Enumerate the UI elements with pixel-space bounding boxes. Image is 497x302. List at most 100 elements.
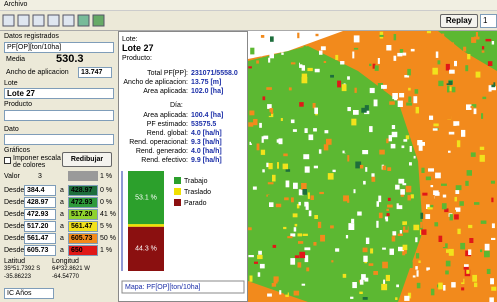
- map-cell: [332, 209, 338, 214]
- map-cell: [457, 126, 460, 130]
- map-cell: [319, 192, 324, 194]
- map-cell: [363, 297, 368, 300]
- dato-select[interactable]: [4, 134, 114, 145]
- map-cell: [376, 221, 378, 228]
- map-cell: [462, 60, 464, 66]
- map-cell: [291, 120, 295, 124]
- data-select[interactable]: PF[OP][ton/10ha]: [4, 42, 114, 53]
- map-cell: [313, 103, 316, 108]
- map-cell: [449, 132, 455, 135]
- redraw-button[interactable]: Redibujar: [62, 152, 112, 167]
- map-cell: [250, 276, 253, 282]
- map-cell: [382, 248, 386, 250]
- map-cell: [489, 297, 494, 302]
- icon[interactable]: [18, 15, 29, 26]
- map-cell: [490, 81, 494, 85]
- map-cell: [302, 284, 306, 286]
- map-cell: [293, 213, 298, 217]
- map-cell: [284, 290, 288, 295]
- range-to[interactable]: 605.73: [68, 233, 98, 244]
- icon[interactable]: [78, 15, 89, 26]
- range-from[interactable]: 384.4: [24, 185, 56, 196]
- map-cell: [348, 207, 353, 211]
- label: Latitud: [4, 258, 25, 265]
- map-cell: [309, 135, 314, 141]
- map-cell: [385, 155, 390, 159]
- map-cell: [268, 182, 274, 184]
- map-cell: [395, 185, 400, 190]
- range-to[interactable]: 650: [68, 245, 98, 256]
- map-cell: [482, 46, 484, 49]
- app-window: {"menu":{"file":"Archivo"}, "toolbar":{"…: [0, 0, 497, 302]
- icon[interactable]: [93, 15, 104, 26]
- replay-button[interactable]: Replay: [440, 14, 478, 28]
- label: Media: [6, 56, 25, 63]
- range-to[interactable]: 428.97: [68, 185, 98, 196]
- map-cell: [399, 201, 405, 205]
- map-cell: [268, 257, 271, 260]
- map-cell: [314, 166, 318, 169]
- range-to[interactable]: 561.47: [68, 221, 98, 232]
- step-field[interactable]: 1: [480, 14, 497, 28]
- map-cell: [413, 96, 417, 103]
- map-cell: [469, 238, 473, 243]
- map-cell: [477, 254, 483, 258]
- legend-label: Trabajo: [184, 178, 208, 185]
- map-cell: [481, 221, 487, 224]
- map-cell: [299, 202, 301, 206]
- label: a: [60, 247, 64, 254]
- map-cell: [398, 101, 403, 107]
- map-cell: [405, 225, 408, 230]
- map-cell: [333, 170, 336, 172]
- map-cell: [302, 189, 307, 195]
- map-cell: [468, 77, 471, 84]
- legend-swatch: [174, 199, 181, 206]
- map-cell: [491, 287, 496, 291]
- map-cell: [389, 135, 392, 141]
- map-cell: [322, 150, 327, 153]
- map-cell: [269, 202, 274, 207]
- map-cell: [386, 209, 389, 211]
- map-cell: [485, 244, 490, 251]
- range-from[interactable]: 472.93: [24, 209, 56, 220]
- checkbox[interactable]: [4, 157, 11, 164]
- map-cell: [361, 108, 366, 113]
- map-cell: [394, 56, 397, 61]
- range-to[interactable]: 517.20: [68, 209, 98, 220]
- map-cell: [403, 139, 407, 142]
- map-cell: [426, 177, 431, 181]
- range-from[interactable]: 561.47: [24, 233, 56, 244]
- map-cell: [459, 276, 463, 283]
- map-cell: [287, 190, 292, 192]
- map-cell: [415, 266, 418, 270]
- map-cell: [354, 189, 356, 193]
- range-pct: 1 %: [100, 247, 112, 254]
- map-cell: [467, 170, 472, 176]
- icon[interactable]: [33, 15, 44, 26]
- map-cell: [451, 42, 454, 45]
- map-cell: [370, 40, 372, 47]
- range-from[interactable]: 517.20: [24, 221, 56, 232]
- map-cell: [277, 162, 279, 169]
- label: a: [60, 223, 64, 230]
- map-cell: [298, 262, 302, 267]
- map-cell: [298, 245, 303, 249]
- product-field[interactable]: [4, 110, 114, 121]
- map-cell: [286, 45, 290, 49]
- map-cell: [466, 270, 469, 274]
- menu-file[interactable]: Archivo: [4, 1, 27, 8]
- map-cell: [281, 118, 283, 121]
- range-from[interactable]: 605.73: [24, 245, 56, 256]
- range-from[interactable]: 428.97: [24, 197, 56, 208]
- ic-select[interactable]: IC Años: [4, 288, 54, 299]
- toolbar-icons: [2, 13, 114, 28]
- width-field[interactable]: 13.747: [78, 67, 112, 78]
- map-cell: [283, 259, 286, 263]
- range-to[interactable]: 472.93: [68, 197, 98, 208]
- lot-field[interactable]: Lote 27: [4, 88, 114, 99]
- map-cell: [263, 136, 268, 140]
- icon[interactable]: [48, 15, 59, 26]
- icon[interactable]: [3, 15, 14, 26]
- label: Datos registrados: [4, 33, 59, 40]
- icon[interactable]: [63, 15, 74, 26]
